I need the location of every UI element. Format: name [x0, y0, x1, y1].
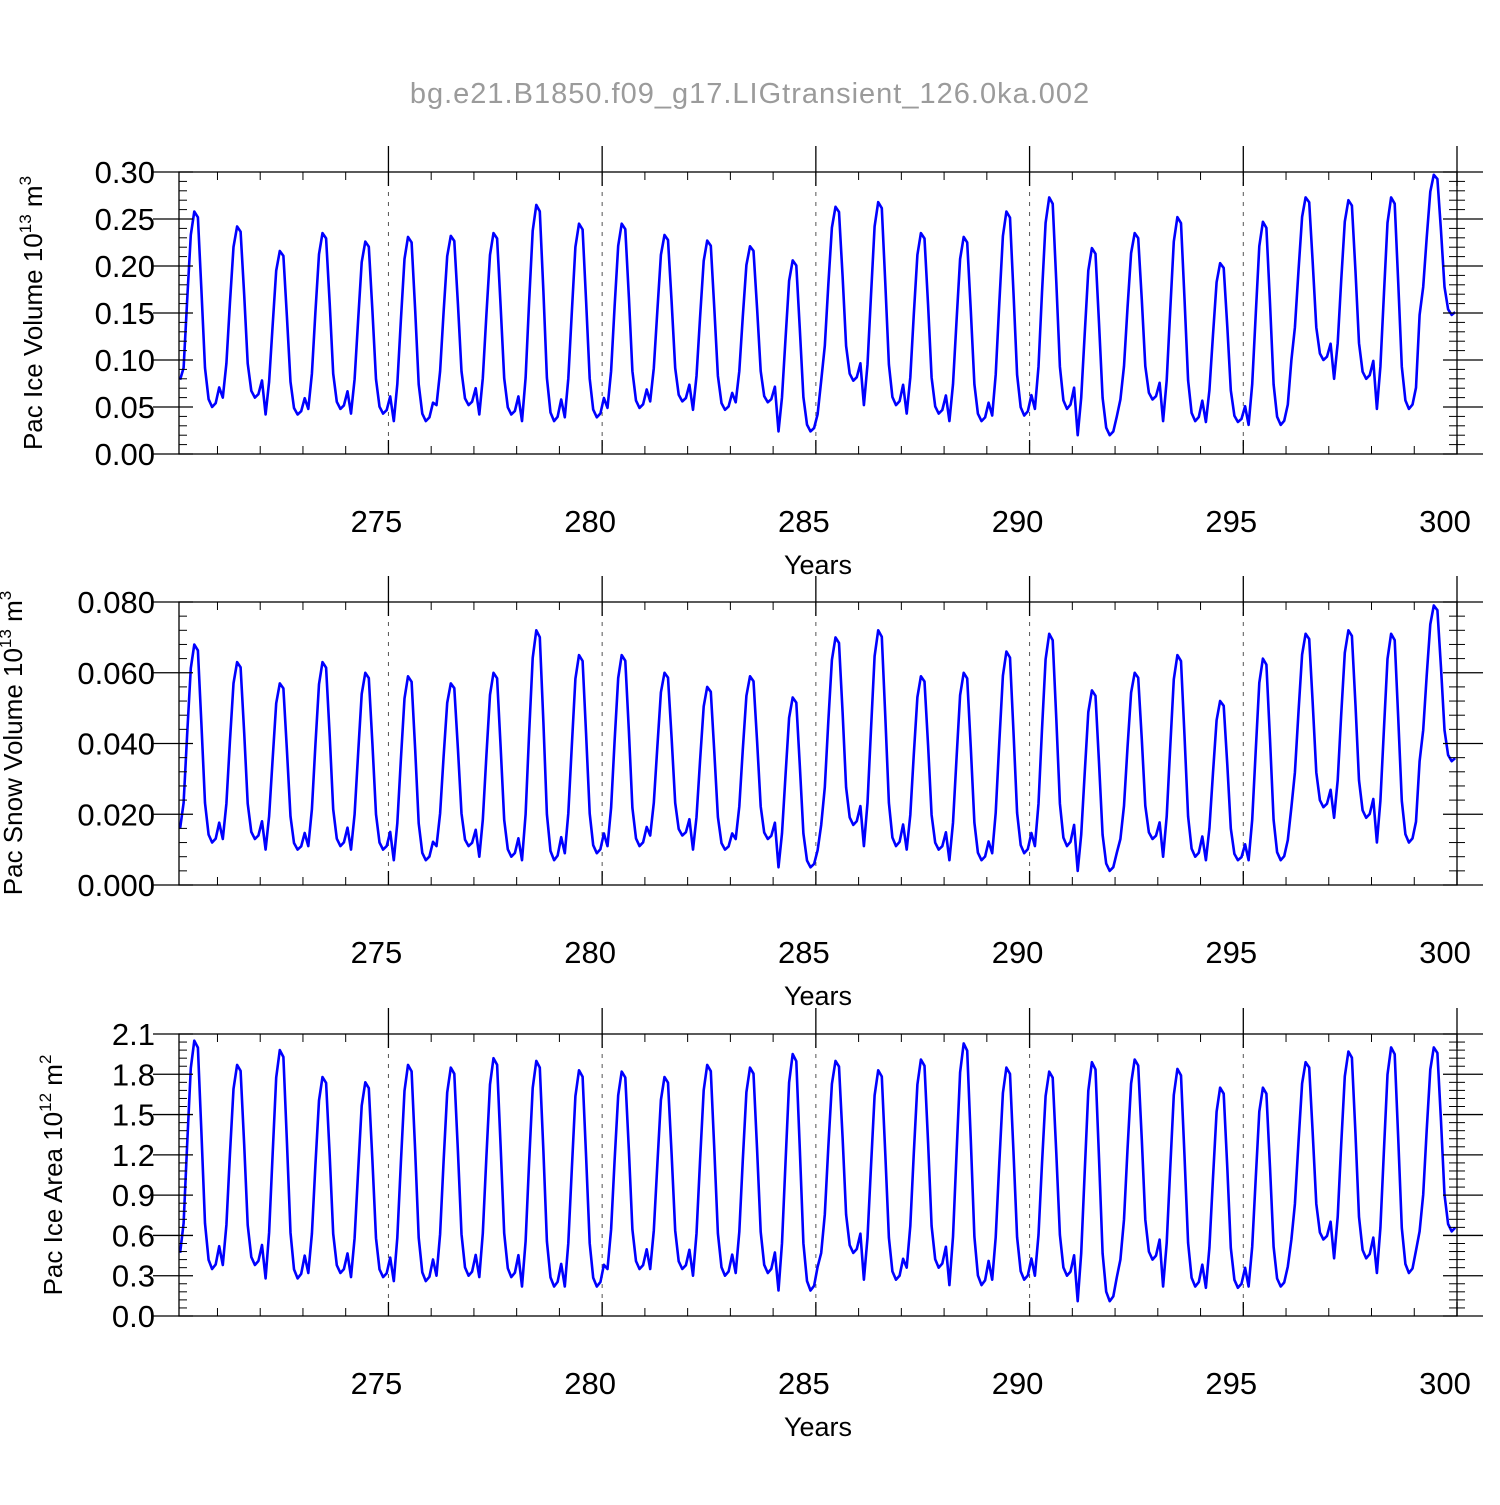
figure-title: bg.e21.B1850.f09_g17.LIGtransient_126.0k…: [409, 78, 1091, 110]
x-tick-label: 295: [1205, 935, 1257, 970]
x-axis-label: Years: [784, 550, 852, 580]
chart-panel-snow-volume: 275 280 285 290 295 300 0.000 0.020 0.040 0.060 0.…: [0, 576, 1483, 1011]
y-axis-label-part: Pac Ice Volume 10: [18, 233, 48, 450]
x-axis-label: Years: [784, 981, 852, 1011]
x-tick-label: 300: [1419, 1366, 1471, 1401]
x-tick-label: 290: [992, 935, 1044, 970]
x-tick-label: 275: [351, 1366, 403, 1401]
y-tick-label: 1.5: [112, 1098, 155, 1133]
y-tick-label: 0.0: [112, 1299, 155, 1334]
y-tick-label: 0.20: [95, 249, 155, 284]
y-axis-label-part: Pac Snow Volume 10: [0, 648, 28, 895]
x-tick-label: 300: [1419, 504, 1471, 539]
x-tick-label: 290: [992, 504, 1044, 539]
x-tick-label: 295: [1205, 504, 1257, 539]
x-tick-label: 275: [351, 504, 403, 539]
x-tick-label: 285: [778, 504, 830, 539]
y-axis-label-part: m: [0, 600, 28, 629]
series-line-ice-area: [178, 1039, 1457, 1303]
y-axis-label-part: m: [38, 1064, 68, 1093]
y-tick-label: 0.020: [77, 797, 155, 832]
y-tick-label: 0.060: [77, 656, 155, 691]
y-axis-label-part: Pac Ice Area 10: [38, 1112, 68, 1296]
y-tick-label: 0.3: [112, 1259, 155, 1294]
x-tick-label: 285: [778, 935, 830, 970]
y-tick-label: 0.05: [95, 390, 155, 425]
y-axis-label-superscript: 2: [36, 1055, 55, 1064]
x-tick-label: 300: [1419, 935, 1471, 970]
x-tick-label: 295: [1205, 1366, 1257, 1401]
y-tick-label: 0.10: [95, 343, 155, 378]
y-tick-label: 0.000: [77, 868, 155, 903]
y-axis-label: Pac Ice Area 1012 m2: [36, 1055, 68, 1296]
x-tick-label: 280: [564, 935, 616, 970]
series-line-ice-volume: [178, 173, 1457, 437]
y-tick-label: 0.6: [112, 1218, 155, 1253]
y-axis-label-superscript: 13: [16, 214, 35, 233]
y-tick-label: 0.040: [77, 727, 155, 762]
chart-panel-ice-volume: 275 280 285 290 295 300 0.00 0.05 0.10 0.15 0.20 0.…: [16, 146, 1483, 580]
y-axis-label-superscript: 12: [36, 1093, 55, 1112]
series-line-snow-volume: [178, 604, 1457, 873]
x-tick-label: 275: [351, 935, 403, 970]
y-tick-label: 0.15: [95, 296, 155, 331]
x-tick-label: 280: [564, 1366, 616, 1401]
y-tick-label: 0.30: [95, 155, 155, 190]
x-tick-label: 290: [992, 1366, 1044, 1401]
plot-frame: [178, 1033, 1458, 1317]
chart-panel-ice-area: 275 280 285 290 295 300 0.0 0.3 0.6 0.9 1.2 1.5 1.8 2…: [36, 1008, 1483, 1442]
y-axis-label-superscript: 13: [0, 629, 15, 648]
y-axis-label: Pac Snow Volume 1013 m3: [0, 591, 28, 895]
y-tick-label: 0.9: [112, 1178, 155, 1213]
x-axis-label: Years: [784, 1412, 852, 1442]
x-tick-label: 285: [778, 1366, 830, 1401]
y-tick-label: 0.25: [95, 202, 155, 237]
y-axis-label-part: m: [18, 185, 48, 214]
y-tick-label: 0.00: [95, 437, 155, 472]
y-tick-label: 2.1: [112, 1017, 155, 1052]
x-tick-label: 280: [564, 504, 616, 539]
y-tick-label: 1.8: [112, 1057, 155, 1092]
y-axis-label-superscript: 3: [16, 176, 35, 185]
y-tick-label: 1.2: [112, 1138, 155, 1173]
y-axis-label: Pac Ice Volume 1013 m3: [16, 176, 48, 450]
y-tick-label: 0.080: [77, 585, 155, 620]
y-axis-label-superscript: 3: [0, 591, 15, 600]
